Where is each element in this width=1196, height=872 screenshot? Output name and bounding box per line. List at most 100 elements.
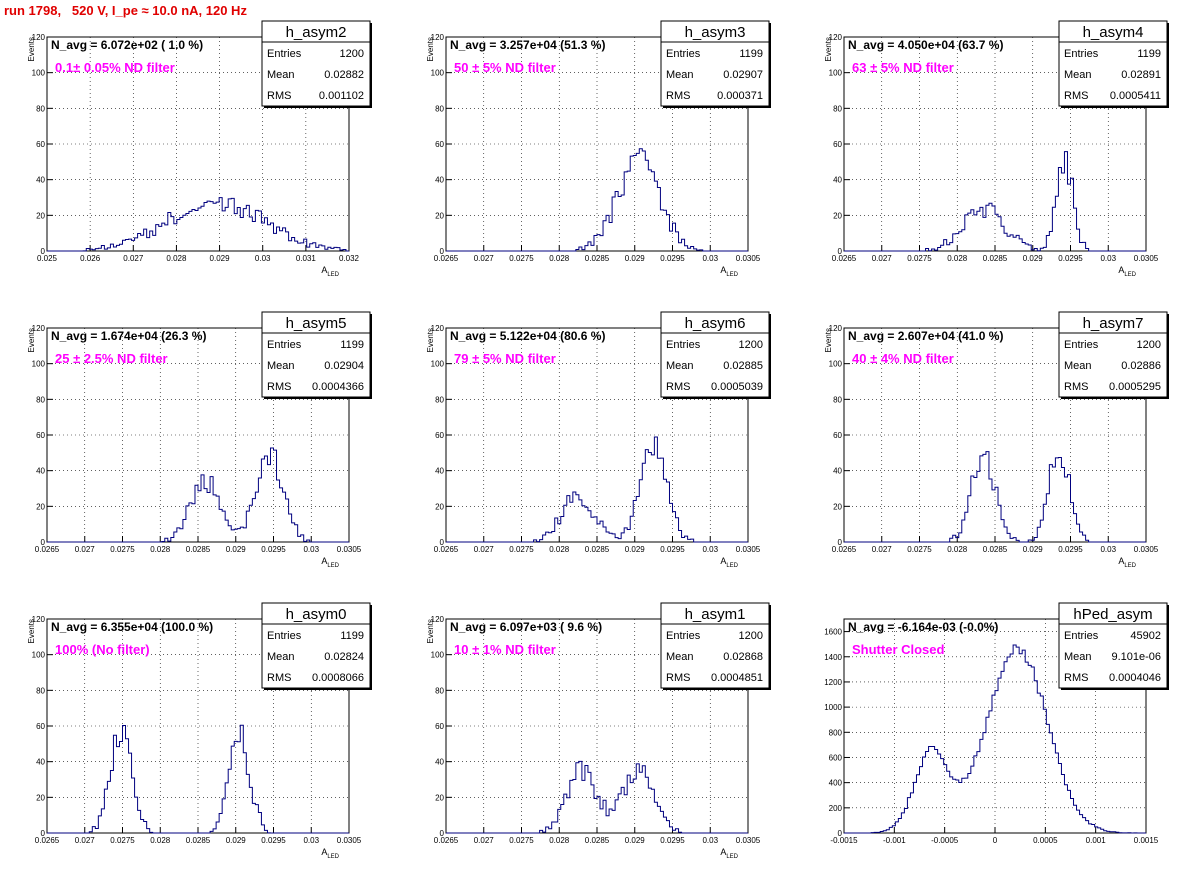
histogram-hPed_asym: -0.0015 -0.001 -0.0005 0 0.0005 0.001 0.0015 0 2… [824, 602, 1169, 845]
x-tick-label: 0.03 [303, 545, 319, 554]
filter-annotation: 100% (No filter) [55, 642, 150, 657]
x-tick-label: 0.028 [549, 545, 570, 554]
stats-label: Mean [267, 651, 295, 663]
y-tick-label: 1200 [824, 678, 842, 687]
stats-value: 0.001102 [319, 90, 364, 102]
x-axis-label: ALED [720, 847, 738, 860]
stats-value: 0.02882 [324, 69, 364, 81]
y-tick-label: 80 [435, 395, 444, 404]
histogram-h_asym2: 0.025 0.026 0.027 0.028 0.029 0.03 0.031 0.032 0… [27, 20, 372, 278]
y-tick-label: 20 [36, 502, 45, 511]
y-tick-label: 60 [435, 140, 444, 149]
stats-title: hPed_asym [1073, 606, 1152, 623]
stats-box: h_asym7 Entries 1200 Mean 0.02886 RMS 0.000529… [1058, 311, 1169, 399]
stats-label: Mean [666, 651, 694, 663]
x-tick-label: 0.0295 [1058, 254, 1083, 263]
x-tick-label: 0.0295 [1058, 545, 1083, 554]
x-tick-label: 0.0305 [736, 836, 761, 845]
stats-label: RMS [666, 672, 690, 684]
stats-value: 0.02885 [723, 360, 763, 372]
x-tick-label: 0.0275 [110, 836, 135, 845]
y-tick-label: 0 [440, 538, 445, 547]
x-tick-label: 0.0265 [35, 545, 60, 554]
stats-value: 0.0004366 [312, 381, 364, 393]
stats-value: 0.02891 [1121, 69, 1161, 81]
x-tick-label: 0.0295 [660, 254, 685, 263]
x-axis-label: ALED [1118, 556, 1136, 569]
y-tick-label: 80 [833, 395, 842, 404]
histogram-h_asym3: 0.0265 0.027 0.0275 0.028 0.0285 0.029 0.0295 0… [426, 20, 771, 278]
filter-annotation: 63 ± 5% ND filter [852, 60, 954, 75]
y-axis-label: Events [426, 619, 435, 643]
x-axis-label: ALED [321, 265, 339, 278]
y-tick-label: 600 [829, 753, 843, 762]
stats-label: RMS [1064, 672, 1088, 684]
stats-title: h_asym2 [286, 24, 347, 41]
x-tick-label: 0.027 [872, 254, 893, 263]
x-tick-label: 0.03 [1100, 545, 1116, 554]
stats-title: h_asym5 [286, 315, 347, 332]
navg-label: N_avg = 4.050e+04 (63.7 %) [848, 38, 1003, 52]
x-tick-label: 0.031 [296, 254, 317, 263]
x-tick-label: 0.0265 [434, 545, 459, 554]
stats-box: h_asym0 Entries 1199 Mean 0.02824 RMS 0.000806… [261, 602, 372, 690]
stats-label: Entries [1064, 339, 1099, 351]
y-tick-label: 60 [36, 140, 45, 149]
x-tick-label: 0.027 [872, 545, 893, 554]
x-tick-label: 0.028 [150, 545, 171, 554]
y-tick-label: 60 [833, 140, 842, 149]
x-axis-label: ALED [321, 556, 339, 569]
x-tick-label: 0.0305 [736, 545, 761, 554]
stats-value: 0.0004046 [1109, 672, 1161, 684]
y-tick-label: 0 [838, 538, 843, 547]
y-tick-label: 100 [431, 360, 445, 369]
stats-value: 0.0004851 [711, 672, 763, 684]
y-tick-label: 0 [838, 247, 843, 256]
x-tick-label: 0.028 [549, 836, 570, 845]
x-tick-label: 0.0305 [1134, 545, 1159, 554]
stats-box: h_asym3 Entries 1199 Mean 0.02907 RMS 0.000371 [660, 20, 771, 108]
stats-box: h_asym5 Entries 1199 Mean 0.02904 RMS 0.000436… [261, 311, 372, 399]
y-tick-label: 40 [36, 467, 45, 476]
filter-annotation: 25 ± 2.5% ND filter [55, 351, 168, 366]
stats-title: h_asym7 [1083, 315, 1144, 332]
x-tick-label: 0.027 [75, 836, 96, 845]
y-tick-label: 60 [36, 431, 45, 440]
stats-label: Entries [267, 630, 302, 642]
stats-label: Mean [666, 69, 694, 81]
histogram-line [844, 151, 1146, 252]
x-tick-label: 0.025 [37, 254, 58, 263]
y-tick-label: 80 [435, 104, 444, 113]
stats-label: RMS [1064, 381, 1088, 393]
y-tick-label: 20 [36, 211, 45, 220]
stats-title: h_asym3 [685, 24, 746, 41]
y-tick-label: 120 [32, 324, 46, 333]
y-tick-label: 60 [435, 431, 444, 440]
x-tick-label: 0.0305 [337, 836, 362, 845]
stats-label: Mean [666, 360, 694, 372]
x-tick-label: 0.027 [474, 545, 495, 554]
x-tick-label: 0.0295 [261, 836, 286, 845]
y-tick-label: 60 [36, 722, 45, 731]
y-tick-label: 1400 [824, 653, 842, 662]
y-tick-label: 0 [41, 247, 46, 256]
y-tick-label: 400 [829, 779, 843, 788]
y-tick-label: 60 [833, 431, 842, 440]
x-tick-label: 0.029 [625, 545, 646, 554]
stats-label: Entries [267, 339, 302, 351]
x-tick-label: 0.0005 [1033, 836, 1058, 845]
stats-value: 1199 [739, 48, 763, 60]
stats-label: RMS [267, 90, 291, 102]
y-tick-label: 120 [431, 615, 445, 624]
stats-value: 9.101e-06 [1111, 651, 1161, 663]
y-tick-label: 60 [435, 722, 444, 731]
x-tick-label: 0.03 [702, 545, 718, 554]
x-tick-label: 0.0275 [110, 545, 135, 554]
x-tick-label: -0.0005 [931, 836, 959, 845]
x-tick-label: 0.0305 [337, 545, 362, 554]
stats-title: h_asym6 [685, 315, 746, 332]
stats-value: 0.02907 [723, 69, 763, 81]
y-tick-label: 20 [833, 211, 842, 220]
y-tick-label: 0 [41, 829, 46, 838]
filter-annotation: 50 ± 5% ND filter [454, 60, 556, 75]
